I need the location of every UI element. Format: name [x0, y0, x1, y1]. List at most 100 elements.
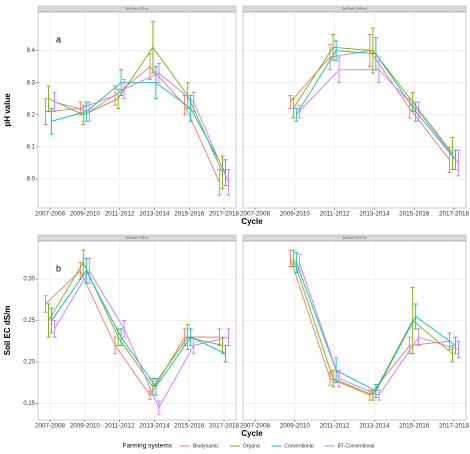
x-tick-label: 2009-2010 [280, 423, 311, 430]
error-bar [87, 257, 92, 284]
error-bar [291, 249, 296, 268]
error-bar [297, 104, 302, 119]
y-tick-label: 0.20 [23, 360, 35, 366]
error-bar [291, 98, 296, 119]
error-bar [87, 101, 92, 122]
y-tick-label: 0.15 [23, 401, 35, 407]
error-bar [153, 66, 158, 100]
x-tick-label: 2013-2014 [139, 423, 170, 430]
strip-label: Soil Depth: 20-40 cm [342, 236, 366, 240]
x-axis-label: Cycle [241, 429, 263, 438]
panel-background [243, 12, 466, 208]
panel-label: b [56, 263, 61, 273]
x-tick-label: 2015-2016 [174, 423, 205, 430]
x-tick-label: 2011-2012 [320, 423, 350, 430]
y-tick-label: 8.3 [27, 80, 36, 86]
y-tick-label: 0.30 [23, 277, 35, 283]
error-bar [81, 104, 86, 125]
x-tick-label: 2017-2018 [209, 211, 240, 218]
x-tick-label: 2011-2012 [105, 211, 135, 218]
legend-label: Biodynamic [193, 443, 219, 449]
error-bar [191, 336, 196, 355]
series-line [54, 269, 229, 409]
error-bar [450, 344, 455, 363]
y-axis-label: pH value [3, 93, 12, 127]
panel-background [243, 241, 466, 420]
y-tick-label: 8.0 [27, 177, 36, 183]
error-bar [119, 328, 124, 346]
error-bar [113, 336, 118, 355]
error-bar [294, 252, 299, 273]
y-axis-label: Soil EC dS/m [3, 306, 12, 356]
x-tick-label: 2007-2008 [240, 211, 271, 218]
error-bar [453, 336, 458, 355]
error-bar [46, 85, 51, 113]
x-tick-label: 2009-2010 [70, 211, 101, 218]
legend-title: Farming systems [123, 443, 173, 450]
x-axis-label: Cycle [241, 217, 263, 226]
error-bar [122, 320, 127, 338]
series-line [54, 72, 229, 183]
error-bar [116, 88, 121, 109]
strip-label: Soil Depth: 20-40 cm [342, 7, 366, 11]
error-bar [376, 389, 381, 401]
strip-label: Soil Depth: 0-20 cm [126, 236, 149, 240]
error-bar [376, 56, 381, 84]
error-bar [331, 369, 336, 388]
panel-border [37, 240, 237, 421]
error-bar [223, 159, 228, 186]
error-bar [185, 82, 190, 109]
error-bar [226, 168, 231, 196]
error-bar [294, 107, 299, 122]
error-bar [52, 320, 57, 338]
error-bar [370, 27, 375, 74]
error-bar [456, 149, 461, 177]
x-tick-label: 2009-2010 [280, 211, 311, 218]
error-bar [49, 107, 54, 135]
y-tick-label: 8.1 [27, 145, 36, 151]
error-bar [43, 295, 48, 313]
panel-border [242, 240, 467, 421]
error-bar [156, 400, 161, 415]
x-tick-label: 2013-2014 [139, 211, 170, 218]
error-bar [150, 21, 155, 74]
legend-label: Conventional [284, 443, 313, 449]
x-tick-label: 2017-2018 [209, 423, 240, 430]
x-tick-label: 2007-2008 [240, 423, 271, 430]
error-bar [328, 371, 333, 386]
error-bar [410, 286, 415, 355]
panel-border [242, 11, 467, 209]
error-bar [46, 303, 51, 338]
error-bar [122, 79, 127, 100]
error-bar [156, 62, 161, 84]
y-tick-label: 8.2 [27, 112, 36, 118]
panel-background [38, 12, 236, 208]
x-tick-label: 2007-2008 [35, 423, 66, 430]
error-bar [337, 56, 342, 84]
error-bar [43, 98, 48, 125]
error-bar [456, 340, 461, 359]
panel-background [38, 241, 236, 420]
error-bar [328, 43, 333, 71]
x-tick-label: 2011-2012 [320, 211, 350, 218]
error-bar [416, 328, 421, 346]
error-bar [78, 101, 83, 116]
legend-label: BT-Conventional [338, 443, 375, 449]
x-tick-label: 2017-2018 [439, 423, 470, 430]
error-bar [153, 378, 158, 396]
error-bar [49, 307, 54, 334]
error-bar [373, 383, 378, 399]
legend-label: Organic [243, 443, 261, 449]
error-bar [185, 324, 190, 351]
panel-label: a [56, 34, 61, 44]
x-tick-label: 2015-2016 [174, 211, 205, 218]
x-tick-label: 2015-2016 [399, 211, 430, 218]
strip-label: Soil Depth: 0-20 cm [126, 7, 149, 11]
x-tick-label: 2013-2014 [359, 211, 390, 218]
error-bar [52, 91, 57, 113]
error-bar [334, 40, 339, 61]
x-tick-label: 2011-2012 [105, 423, 135, 430]
error-bar [226, 328, 231, 346]
error-bar [188, 328, 193, 346]
